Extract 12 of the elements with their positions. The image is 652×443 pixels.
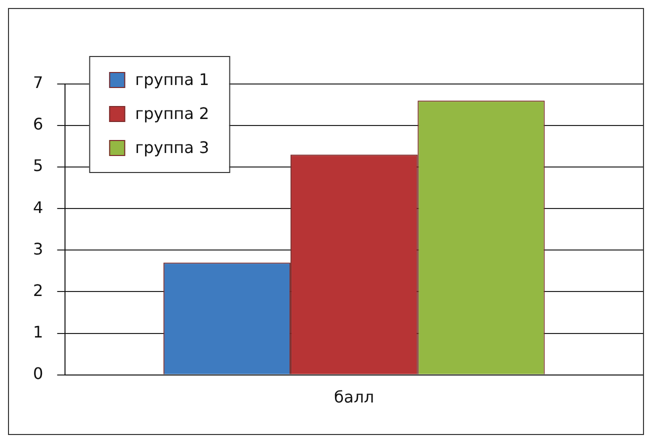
legend-label: группа 3 xyxy=(135,138,210,158)
legend-label: группа 2 xyxy=(135,104,210,124)
y-tick-label: 1 xyxy=(32,322,44,342)
y-tick-label: 6 xyxy=(32,114,44,134)
y-tick-label: 4 xyxy=(32,198,44,217)
legend-label: группа 1 xyxy=(135,70,210,90)
y-tick-label: 5 xyxy=(32,156,44,176)
x-tick-label: балл xyxy=(334,388,374,407)
y-tick-label: 2 xyxy=(32,280,44,300)
y-tick-label: 3 xyxy=(32,239,44,258)
y-tick-label: 7 xyxy=(32,73,44,92)
y-tick-label: 0 xyxy=(32,364,44,383)
